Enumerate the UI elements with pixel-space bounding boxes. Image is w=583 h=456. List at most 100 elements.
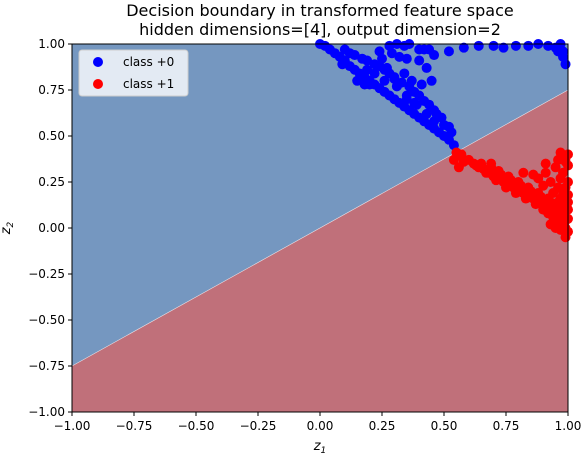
- series-class-1: [448, 147, 573, 243]
- x-tick-label: −0.25: [240, 419, 277, 433]
- scatter-point: [416, 79, 427, 90]
- scatter-point: [424, 99, 435, 110]
- legend-box: [78, 49, 189, 97]
- scatter-point: [409, 97, 420, 108]
- y-axis-ticks: 1.00 0.75 0.50 0.25 0.00 −0.25 −0.50 −0.75 −1.00: [28, 37, 72, 419]
- scatter-point: [446, 127, 457, 138]
- scatter-point: [498, 42, 509, 53]
- x-axis-ticks: −1.00 −0.75 −0.50 −0.25 0.00 0.25 0.50 0.75 1.00: [54, 412, 582, 433]
- legend-label-class-1: class +1: [123, 77, 174, 91]
- scatter-point: [523, 40, 534, 51]
- scatter-point: [560, 59, 571, 70]
- scatter-point: [401, 53, 412, 64]
- scatter-point: [473, 40, 484, 51]
- scatter-point: [352, 75, 363, 86]
- scatter-point: [337, 59, 348, 70]
- scatter-point: [379, 75, 390, 86]
- scatter-point: [357, 53, 368, 64]
- x-tick-label: 0.75: [493, 419, 520, 433]
- region-class-1: [72, 90, 568, 412]
- y-tick-label: 0.75: [38, 83, 65, 97]
- scatter-point: [530, 199, 541, 210]
- scatter-point: [501, 182, 511, 193]
- y-axis-label: z2: [0, 221, 16, 235]
- x-tick-label: −0.50: [178, 419, 215, 433]
- x-tick-label: 0.25: [369, 419, 396, 433]
- scatter-point: [426, 75, 437, 86]
- y-axis-label-sub: 2: [6, 221, 16, 227]
- series-class-0: [315, 39, 571, 151]
- y-tick-label: −1.00: [28, 405, 65, 419]
- decision-boundary-line: [71, 89, 569, 367]
- legend-marker-class-0: [93, 57, 103, 67]
- y-tick-label: 0.00: [38, 221, 65, 235]
- scatter-point: [553, 154, 564, 165]
- scatter-point: [555, 224, 566, 235]
- scatter-point: [414, 55, 425, 66]
- x-tick-label: 0.50: [431, 419, 458, 433]
- chart-title-line2: hidden dimensions=[4], output dimension=…: [139, 20, 501, 39]
- x-axis-label-main: z: [313, 439, 322, 454]
- scatter-point: [421, 62, 432, 73]
- scatter-point: [399, 68, 410, 79]
- scatter-point: [486, 158, 497, 169]
- scatter-point: [548, 188, 559, 199]
- scatter-point: [389, 72, 400, 83]
- x-axis-label-sub: 1: [321, 446, 327, 456]
- x-tick-label: −1.00: [54, 419, 91, 433]
- chart-title-line1: Decision boundary in transformed feature…: [126, 1, 514, 20]
- scatter-point: [540, 158, 551, 169]
- y-tick-label: 1.00: [38, 37, 65, 51]
- x-tick-label: −0.75: [116, 419, 153, 433]
- scatter-point: [414, 90, 425, 101]
- scatter-point: [406, 75, 417, 86]
- scatter-point: [391, 81, 402, 92]
- y-tick-label: 0.50: [38, 129, 65, 143]
- scatter-point: [533, 188, 544, 199]
- scatter-point: [401, 94, 412, 105]
- x-tick-label: 0.00: [307, 419, 334, 433]
- y-tick-label: −0.50: [28, 313, 65, 327]
- scatter-point: [369, 68, 380, 79]
- scatter-point: [503, 171, 514, 182]
- scatter-point: [555, 193, 566, 204]
- plot-area: [71, 39, 573, 413]
- scatter-point: [453, 162, 464, 173]
- scatter-point: [520, 193, 531, 204]
- scatter-point: [523, 182, 534, 193]
- scatter-point: [456, 149, 467, 160]
- scatter-point: [381, 62, 392, 73]
- scatter-point: [362, 64, 373, 75]
- scatter-point: [448, 154, 459, 165]
- scatter-point: [424, 44, 435, 55]
- scatter-point: [443, 46, 454, 57]
- scatter-point: [518, 167, 529, 178]
- scatter-point: [488, 40, 499, 51]
- scatter-point: [510, 40, 521, 51]
- y-tick-label: −0.25: [28, 267, 65, 281]
- scatter-point: [545, 177, 556, 187]
- legend: class +0 class +1: [78, 49, 189, 97]
- y-tick-label: 0.25: [38, 175, 65, 189]
- legend-marker-class-1: [93, 79, 103, 89]
- scatter-point: [458, 42, 469, 53]
- scatter-point: [369, 59, 380, 70]
- scatter-point: [344, 48, 355, 59]
- scatter-point: [538, 204, 549, 215]
- x-tick-label: 1.00: [555, 419, 582, 433]
- scatter-point: [510, 188, 521, 199]
- scatter-point: [538, 180, 549, 191]
- scatter-point: [528, 169, 539, 180]
- scatter-point: [476, 158, 487, 169]
- scatter-point: [540, 167, 551, 178]
- scatter-point: [377, 53, 387, 64]
- scatter-point: [429, 116, 440, 127]
- y-tick-label: −0.75: [28, 359, 65, 373]
- y-axis-label-main: z: [0, 226, 14, 235]
- legend-label-class-0: class +0: [123, 55, 174, 69]
- scatter-point: [359, 79, 370, 90]
- scatter-point: [439, 119, 449, 130]
- scatter-point: [555, 173, 566, 184]
- scatter-point: [513, 177, 524, 187]
